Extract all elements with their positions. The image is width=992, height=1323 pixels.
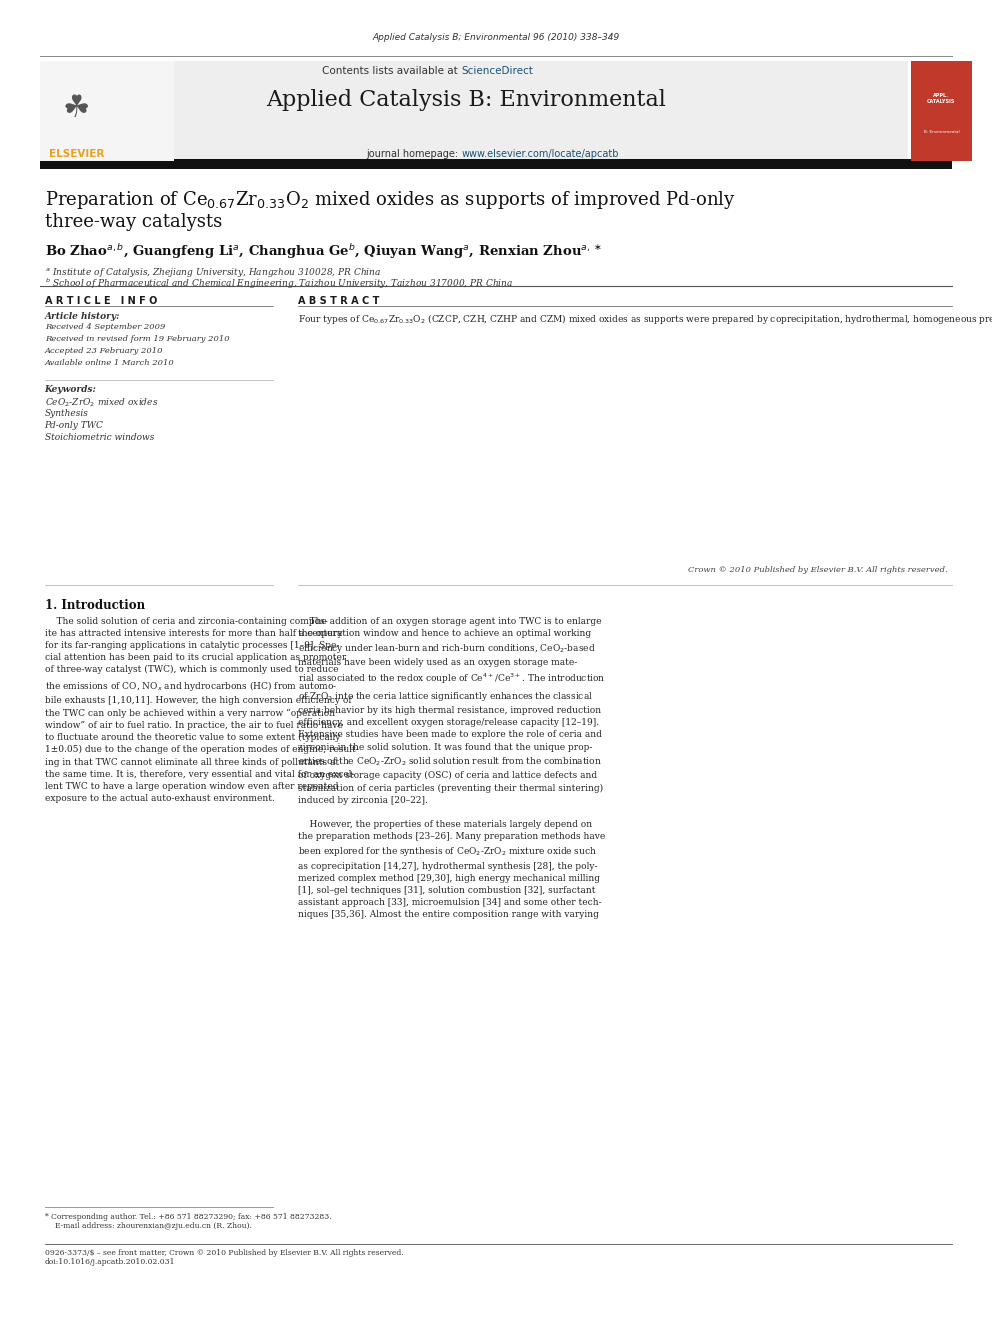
Text: Crown © 2010 Published by Elsevier B.V. All rights reserved.: Crown © 2010 Published by Elsevier B.V. …: [687, 566, 947, 574]
Text: Accepted 23 February 2010: Accepted 23 February 2010: [45, 347, 163, 355]
Text: journal homepage:: journal homepage:: [366, 149, 461, 160]
Text: Preparation of Ce$_{0.67}$Zr$_{0.33}$O$_2$ mixed oxides as supports of improved : Preparation of Ce$_{0.67}$Zr$_{0.33}$O$_…: [45, 189, 735, 212]
Text: Pd-only TWC: Pd-only TWC: [45, 421, 103, 430]
Bar: [911, 61, 972, 161]
Text: Applied Catalysis B: Environmental: Applied Catalysis B: Environmental: [266, 89, 667, 111]
Text: www.elsevier.com/locate/apcatb: www.elsevier.com/locate/apcatb: [461, 149, 619, 160]
Text: three-way catalysts: three-way catalysts: [45, 213, 222, 232]
Text: Applied Catalysis B; Environmental 96 (2010) 338–349: Applied Catalysis B; Environmental 96 (2…: [372, 33, 620, 42]
Text: Article history:: Article history:: [45, 312, 120, 321]
Text: The solid solution of ceria and zirconia-containing compos-
ite has attracted in: The solid solution of ceria and zirconia…: [45, 617, 358, 803]
Text: ☘: ☘: [62, 94, 90, 123]
Text: Available online 1 March 2010: Available online 1 March 2010: [45, 359, 175, 366]
Text: Contents lists available at: Contents lists available at: [322, 66, 461, 77]
Text: 0926-3373/$ – see front matter, Crown © 2010 Published by Elsevier B.V. All righ: 0926-3373/$ – see front matter, Crown © …: [45, 1249, 404, 1257]
Text: APPL.
CATALYSIS: APPL. CATALYSIS: [928, 93, 955, 103]
Text: $^a$ Institute of Catalysis, Zhejiang University, Hangzhou 310028, PR China: $^a$ Institute of Catalysis, Zhejiang Un…: [45, 266, 381, 279]
Text: Received 4 September 2009: Received 4 September 2009: [45, 323, 165, 331]
Bar: [40, 61, 908, 161]
Text: doi:10.1016/j.apcatb.2010.02.031: doi:10.1016/j.apcatb.2010.02.031: [45, 1258, 176, 1266]
Text: CeO$_2$-ZrO$_2$ mixed oxides: CeO$_2$-ZrO$_2$ mixed oxides: [45, 397, 158, 409]
Text: * Corresponding author. Tel.: +86 571 88273290; fax: +86 571 88273283.: * Corresponding author. Tel.: +86 571 88…: [45, 1213, 331, 1221]
Text: $^b$ School of Pharmaceutical and Chemical Engineering, Taizhou University, Taiz: $^b$ School of Pharmaceutical and Chemic…: [45, 277, 513, 291]
Text: E-mail address: zhourenxian@zju.edu.cn (R. Zhou).: E-mail address: zhourenxian@zju.edu.cn (…: [55, 1222, 251, 1230]
Text: 1. Introduction: 1. Introduction: [45, 599, 145, 613]
Bar: [40, 61, 174, 161]
Text: Stoichiometric windows: Stoichiometric windows: [45, 433, 154, 442]
Text: Four types of Ce$_{0.67}$Zr$_{0.33}$O$_2$ (CZCP, CZH, CZHP and CZM) mixed oxides: Four types of Ce$_{0.67}$Zr$_{0.33}$O$_2…: [298, 312, 992, 327]
Text: ScienceDirect: ScienceDirect: [461, 66, 533, 77]
Text: A R T I C L E   I N F O: A R T I C L E I N F O: [45, 296, 157, 307]
Text: Synthesis: Synthesis: [45, 409, 88, 418]
Text: ELSEVIER: ELSEVIER: [49, 148, 104, 159]
Text: Received in revised form 19 February 2010: Received in revised form 19 February 201…: [45, 335, 229, 343]
Text: A B S T R A C T: A B S T R A C T: [298, 296, 379, 307]
Text: Bo Zhao$^{a,b}$, Guangfeng Li$^{a}$, Changhua Ge$^{b}$, Qiuyan Wang$^{a}$, Renxi: Bo Zhao$^{a,b}$, Guangfeng Li$^{a}$, Cha…: [45, 242, 601, 261]
Text: B: Environmental: B: Environmental: [924, 130, 959, 135]
Text: The addition of an oxygen storage agent into TWC is to enlarge
the operation win: The addition of an oxygen storage agent …: [298, 617, 605, 919]
Bar: [40, 159, 952, 169]
Text: Keywords:: Keywords:: [45, 385, 96, 394]
